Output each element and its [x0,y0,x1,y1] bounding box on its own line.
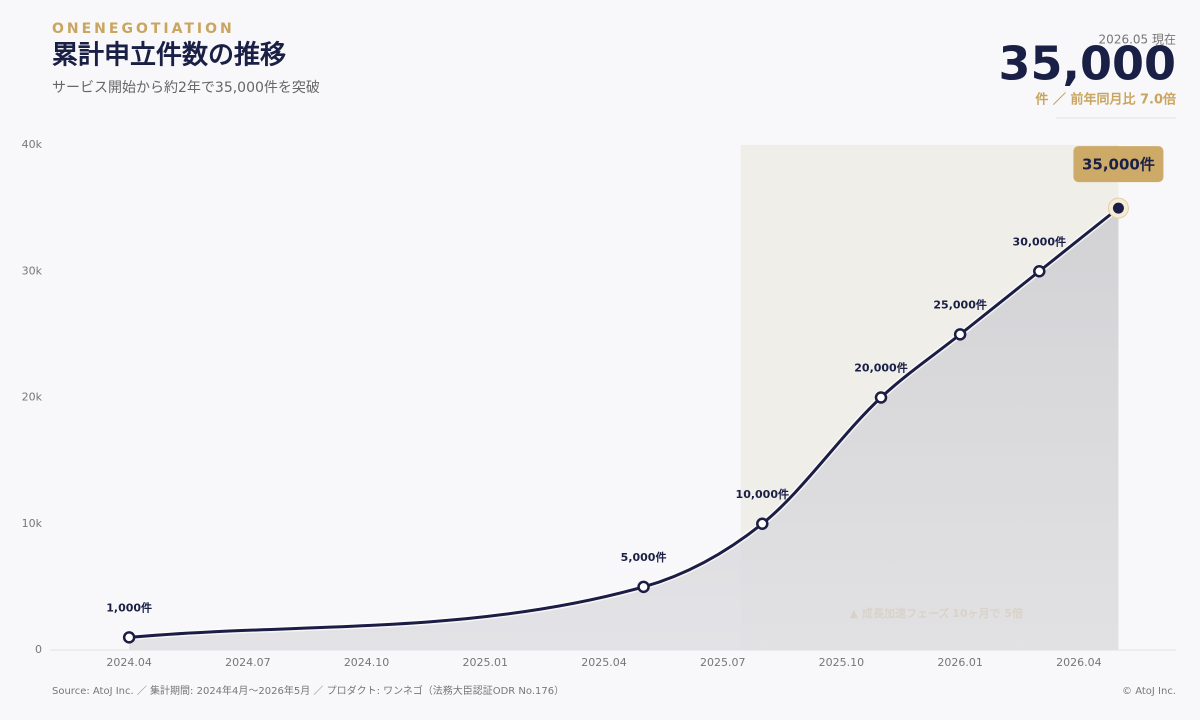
footer-source: Source: AtoJ Inc. ／ 集計期間: 2024年4月〜2026年5… [52,684,564,697]
badge [1073,146,1164,183]
kpi-note: 件 ／ 前年同月比 7.0倍 [1035,92,1176,108]
point [874,391,888,404]
subtitle: サービス開始から約2年で35,000件を突破 [52,80,320,96]
title: 累計申立件数の推移 [52,41,286,71]
x-tick-label: 2026.04 [1056,656,1102,669]
value-label: 1,000件 [106,600,152,614]
footer-copyright: © AtoJ Inc. [1122,686,1176,697]
value-label: 25,000件 [933,297,986,311]
x-tick-label: 2025.07 [700,656,746,669]
value-label: 30,000件 [1013,234,1066,248]
x-tick-label: 2024.07 [225,656,271,669]
value-label: 20,000件 [854,361,907,375]
area [129,208,1119,650]
y-tick-label: 30k [22,264,43,277]
x-tick-label: 2025.01 [463,656,509,669]
point [1033,265,1046,278]
point [637,580,650,594]
point [756,517,769,530]
x-tick-label: 2025.04 [581,656,627,669]
line [129,206,1120,639]
y-tick-label: 10k [22,517,43,530]
x-tick-label: 2025.10 [819,656,865,669]
point [1112,202,1124,214]
x-tick-label: 2024.10 [344,656,390,669]
y-tick-label: 40k [22,138,43,151]
y-tick-label: 20k [22,391,43,404]
kpi-date: 2026.05 現在 [1099,33,1176,47]
brand: ONENEGOTIATION [52,21,235,37]
x-tick-label: 2026.01 [937,656,983,669]
y-tick-label: 0 [35,643,42,656]
kpi-value: 35,000 [998,37,1176,91]
point [953,328,967,341]
value-label: 10,000件 [736,487,789,501]
x-tick-label: 2024.04 [106,656,152,669]
point [122,631,136,644]
value-label: 35,000件 [1082,156,1155,174]
value-label: 5,000件 [621,550,667,564]
